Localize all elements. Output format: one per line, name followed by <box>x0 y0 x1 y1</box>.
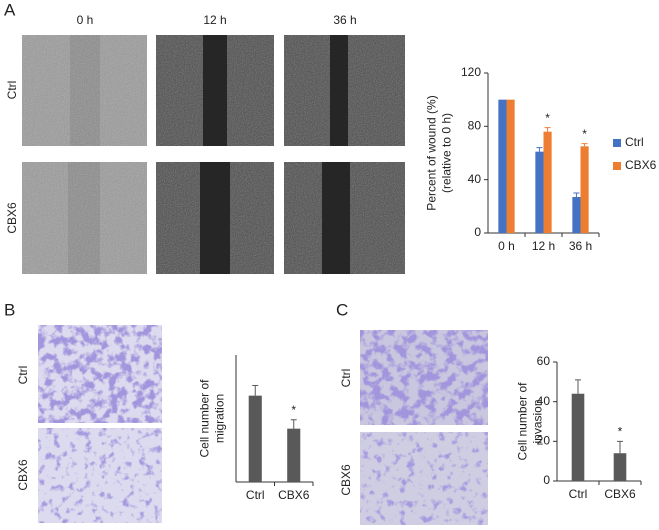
y-axis-label: invasion <box>531 399 545 443</box>
y-tick-label: 120 <box>461 65 481 79</box>
x-tick-label: Ctrl <box>246 488 265 502</box>
significance-mark: * <box>291 403 296 417</box>
cells <box>360 330 488 425</box>
y-tick-label: 40 <box>537 394 551 408</box>
x-tick-label: 36 h <box>569 239 592 253</box>
column-label: 36 h <box>333 13 356 27</box>
significance-mark: * <box>582 127 587 141</box>
significance-mark: * <box>545 111 550 125</box>
x-tick-label: 0 h <box>498 239 515 253</box>
bar <box>506 99 515 234</box>
legend-label: Ctrl <box>625 135 644 149</box>
wound-gap <box>203 35 227 146</box>
y-tick-label: 60 <box>537 354 551 368</box>
wound-gap <box>200 162 230 274</box>
error-bar <box>290 419 297 429</box>
legend-label: CBX6 <box>625 158 657 172</box>
cells <box>38 325 162 423</box>
bar <box>498 99 507 234</box>
cells <box>38 428 162 523</box>
y-tick-label: 0 <box>474 225 481 239</box>
legend-swatch <box>613 162 621 170</box>
error-bar <box>544 127 551 132</box>
error-bar <box>617 440 623 454</box>
bar <box>580 146 589 233</box>
panel-label: C <box>336 300 348 319</box>
y-axis-label: Cell number of <box>516 382 530 461</box>
y-axis-label: migration <box>213 394 227 443</box>
panel-label: B <box>4 300 15 319</box>
row-label: Ctrl <box>16 366 30 385</box>
y-tick-label: 80 <box>468 119 482 133</box>
column-label: 12 h <box>203 13 226 27</box>
significance-mark: * <box>618 425 623 439</box>
x-tick-label: 12 h <box>532 239 555 253</box>
y-tick-label: 20 <box>537 434 551 448</box>
x-tick-label: CBX6 <box>604 487 636 501</box>
row-label: CBX6 <box>5 202 19 234</box>
invasion-images <box>360 330 488 525</box>
y-axis-label: (relative to 0 h) <box>440 113 454 193</box>
legend-swatch <box>613 139 621 147</box>
error-bar <box>252 384 259 396</box>
error-bar <box>573 192 580 197</box>
bar <box>535 151 544 233</box>
error-bar <box>581 143 588 147</box>
error-bar <box>536 147 543 152</box>
cells <box>360 432 488 525</box>
row-label: CBX6 <box>16 459 30 491</box>
row-label: Ctrl <box>5 81 19 100</box>
wound-images <box>22 35 405 274</box>
migration-images <box>38 325 162 523</box>
wound-gap <box>330 35 348 146</box>
bar <box>287 428 301 482</box>
y-axis-label: Percent of wound (%) <box>425 95 439 210</box>
x-tick-label: CBX6 <box>278 488 310 502</box>
texture <box>22 35 147 146</box>
x-tick-label: Ctrl <box>569 487 588 501</box>
panel-label: A <box>4 0 16 19</box>
bar <box>572 197 581 233</box>
wound-gap <box>322 162 350 274</box>
bar <box>613 453 627 481</box>
y-tick-label: 0 <box>543 473 550 487</box>
bar <box>543 131 552 233</box>
row-label: CBX6 <box>339 464 353 496</box>
texture <box>22 162 147 274</box>
bar <box>248 395 262 482</box>
error-bar <box>575 379 581 394</box>
y-axis-label: Cell number of <box>198 379 212 458</box>
column-label: 0 h <box>77 13 94 27</box>
row-label: Ctrl <box>339 369 353 388</box>
bar <box>571 393 585 481</box>
y-tick-label: 40 <box>468 172 482 186</box>
